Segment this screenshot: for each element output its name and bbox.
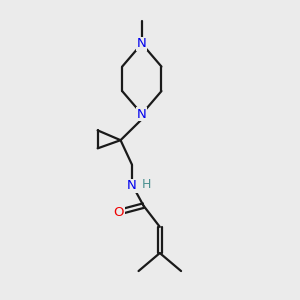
- Text: N: N: [137, 37, 147, 50]
- Text: N: N: [137, 107, 147, 121]
- Text: N: N: [127, 179, 137, 193]
- Text: O: O: [114, 206, 124, 219]
- Text: H: H: [142, 178, 152, 191]
